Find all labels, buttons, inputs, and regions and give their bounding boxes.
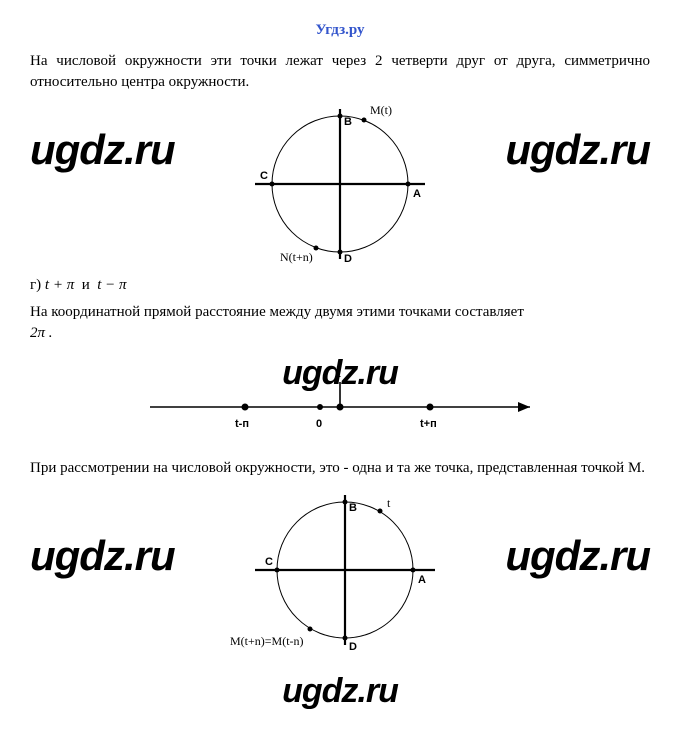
item-label: г) <box>30 277 41 293</box>
circle2-svg: A C B D t M(t+n)=M(t-n) <box>210 485 470 660</box>
two-pi: 2π . <box>30 325 53 341</box>
svg-text:D: D <box>344 253 352 265</box>
paragraph-1: На числовой окружности эти точки лежат ч… <box>30 51 650 93</box>
watermark: ugdz.ru <box>505 527 650 586</box>
svg-text:M(t+n)=M(t-n): M(t+n)=M(t-n) <box>230 634 304 648</box>
circle-diagram-1: ugdz.ru ugdz.ru A C B D M(t) N(t+n) <box>30 99 650 269</box>
svg-text:B: B <box>344 116 352 128</box>
svg-text:N(t+n): N(t+n) <box>280 250 313 264</box>
watermark: ugdz.ru <box>282 354 398 392</box>
svg-text:t-п: t-п <box>235 418 249 430</box>
paragraph-2: На координатной прямой расстояние между … <box>30 302 650 344</box>
circle1-svg: A C B D M(t) N(t+n) <box>230 99 450 269</box>
watermark-footer: ugdz.ru <box>30 668 650 716</box>
circle-diagram-2: ugdz.ru ugdz.ru A C B D t M(t+n)=M(t-n) <box>30 485 650 660</box>
svg-text:0: 0 <box>316 418 322 430</box>
expr: t + π <box>45 277 74 293</box>
and-word: и <box>82 277 90 293</box>
svg-text:C: C <box>260 170 268 182</box>
svg-text:t+п: t+п <box>420 418 437 430</box>
svg-text:B: B <box>349 502 357 514</box>
page-header: Угдз.ру <box>30 20 650 41</box>
line-g: г) t + π и t − π <box>30 275 650 296</box>
svg-text:A: A <box>418 574 426 586</box>
paragraph-3: При рассмотрении на числовой окружности,… <box>30 458 650 479</box>
watermark: ugdz.ru <box>30 527 175 586</box>
svg-text:t: t <box>387 496 391 510</box>
svg-text:A: A <box>413 188 421 200</box>
expr: t − π <box>97 277 126 293</box>
svg-text:C: C <box>265 556 273 568</box>
watermark: ugdz.ru <box>30 121 175 180</box>
svg-text:D: D <box>349 641 357 653</box>
svg-text:M(t): M(t) <box>370 103 392 117</box>
numberline-diagram: ugdz.ru t t-п 0 t+п <box>30 362 650 452</box>
watermark: ugdz.ru <box>505 121 650 180</box>
